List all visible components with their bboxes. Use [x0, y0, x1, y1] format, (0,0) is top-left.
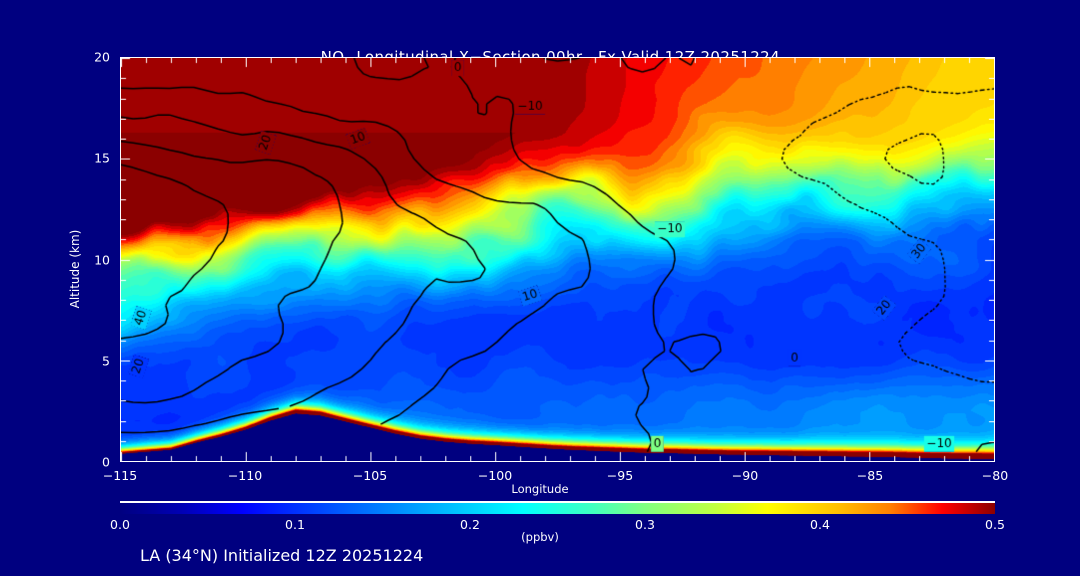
colorbar — [120, 501, 995, 514]
y-tick-label: 15 — [94, 150, 110, 166]
x-tick-label: −110 — [227, 468, 263, 483]
y-tick-label: 20 — [94, 49, 110, 65]
x-tick-label: −85 — [856, 468, 884, 483]
colorbar-gradient — [120, 503, 995, 514]
plot-area — [120, 57, 995, 462]
x-tick-label: −95 — [606, 468, 634, 483]
x-tick-label: −80 — [981, 468, 1009, 483]
y-tick-label: 0 — [102, 454, 110, 470]
colorbar-tick-label: 0.5 — [985, 517, 1005, 532]
colorbar-tick-label: 0.1 — [285, 517, 305, 532]
figure-caption: LA (34°N) Initialized 12Z 20251224 — [140, 546, 424, 565]
colorbar-tick-label: 0.3 — [635, 517, 655, 532]
y-axis-label: Altitude (km) — [68, 229, 82, 309]
contour-fill-canvas — [121, 58, 994, 461]
x-axis-label: Longitude — [511, 482, 569, 496]
colorbar-tick-label: 0.2 — [460, 517, 480, 532]
x-tick-label: −105 — [352, 468, 388, 483]
colorbar-unit-label: (ppbv) — [521, 530, 559, 544]
y-tick-label: 10 — [94, 252, 110, 267]
x-tick-label: −100 — [477, 468, 513, 483]
x-tick-label: −115 — [102, 468, 138, 483]
colorbar-tick-label: 0.0 — [110, 517, 130, 532]
x-tick-label: −90 — [731, 468, 759, 483]
colorbar-tick-label: 0.4 — [810, 517, 830, 532]
y-tick-label: 5 — [102, 353, 110, 369]
